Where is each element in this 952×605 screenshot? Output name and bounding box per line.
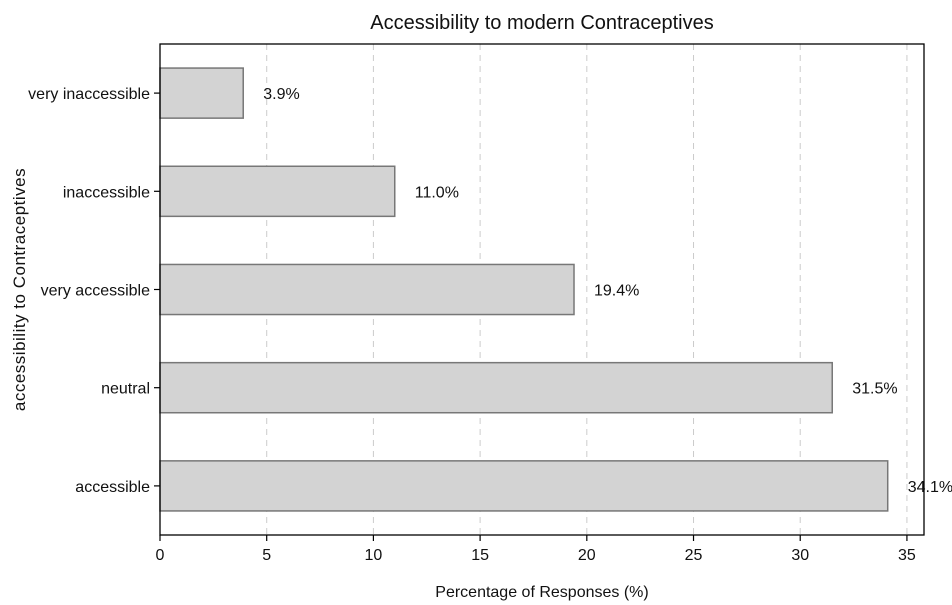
bar — [159, 460, 889, 512]
x-tick-label: 30 — [791, 547, 809, 564]
data-label: 31.5% — [852, 381, 897, 398]
data-label: 34.1% — [908, 479, 952, 496]
x-tick-label: 5 — [262, 547, 271, 564]
y-tick-label: accessible — [75, 479, 150, 496]
data-labels: 3.9% 11.0% 19.4% 31.5% 34.1% — [263, 86, 952, 496]
x-axis-ticks: 0 5 10 15 20 25 30 35 — [156, 535, 916, 564]
bar — [159, 263, 575, 316]
data-label: 19.4% — [594, 283, 639, 300]
chart-title: Accessibility to modern Contraceptives — [370, 12, 713, 34]
x-tick-label: 25 — [685, 547, 703, 564]
x-tick-label: 15 — [471, 547, 489, 564]
data-label: 11.0% — [415, 184, 459, 201]
x-axis-label: Percentage of Responses (%) — [435, 584, 648, 601]
data-label: 3.9% — [263, 86, 299, 103]
x-tick-label: 0 — [156, 547, 165, 564]
bar — [159, 67, 244, 119]
bar — [159, 165, 396, 218]
bar — [159, 361, 833, 414]
y-axis-ticks: very inaccessible inaccessible very access… — [28, 86, 160, 496]
x-tick-label: 20 — [578, 547, 596, 564]
y-tick-label: very inaccessible — [28, 86, 150, 103]
x-tick-label: 35 — [898, 547, 916, 564]
y-axis-label: accessibility to Contraceptives — [10, 168, 29, 411]
y-tick-label: neutral — [101, 381, 150, 398]
y-tick-label: inaccessible — [63, 184, 150, 201]
bars — [159, 67, 889, 512]
x-tick-label: 10 — [365, 547, 383, 564]
y-tick-label: very accessible — [41, 283, 150, 300]
